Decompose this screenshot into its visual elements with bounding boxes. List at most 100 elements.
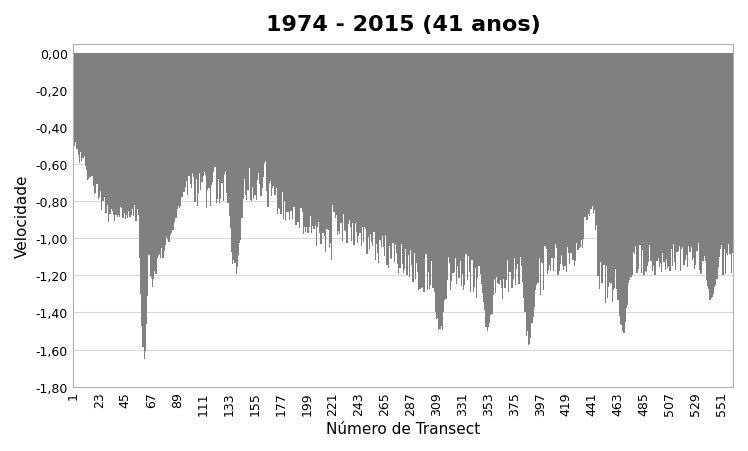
Bar (471, 54, 473, 261)
Bar (129, 54, 131, 218)
Bar (412, 54, 414, 282)
Bar (598, 54, 600, 289)
Bar (606, 54, 607, 267)
Bar (666, 54, 667, 259)
Bar (648, 54, 649, 263)
Bar (281, 54, 283, 193)
Bar (647, 54, 648, 266)
Bar (586, 54, 587, 221)
Bar (284, 54, 285, 202)
Bar (150, 54, 152, 279)
Bar (653, 54, 654, 267)
Bar (545, 54, 547, 249)
Bar (676, 54, 678, 253)
Bar (370, 54, 371, 235)
Bar (384, 54, 385, 257)
Bar (684, 54, 686, 261)
Bar (317, 54, 318, 228)
Bar (257, 54, 258, 180)
Bar (561, 54, 562, 256)
Bar (193, 54, 194, 178)
Bar (502, 54, 503, 299)
Bar (411, 54, 412, 266)
Bar (269, 54, 270, 184)
Bar (323, 54, 324, 234)
Bar (292, 54, 293, 219)
Bar (487, 54, 488, 332)
Bar (145, 54, 146, 351)
Bar (637, 54, 639, 270)
Bar (188, 54, 189, 177)
Bar (537, 54, 539, 284)
Bar (547, 54, 548, 275)
Bar (680, 54, 681, 272)
Bar (127, 54, 129, 218)
Bar (601, 54, 602, 283)
Bar (350, 54, 351, 228)
Bar (612, 54, 613, 302)
Bar (271, 54, 272, 197)
Bar (194, 54, 195, 203)
Bar (184, 54, 185, 193)
Bar (199, 54, 200, 173)
Bar (183, 54, 184, 192)
Bar (348, 54, 349, 225)
Bar (448, 54, 449, 257)
Bar (259, 54, 260, 184)
Bar (692, 54, 693, 261)
Bar (539, 54, 540, 258)
Bar (84, 54, 85, 156)
Bar (181, 54, 183, 197)
Bar (688, 54, 690, 247)
Bar (359, 54, 361, 233)
Bar (338, 54, 340, 232)
Bar (276, 54, 277, 189)
Bar (437, 54, 438, 318)
Bar (649, 54, 651, 245)
Bar (162, 54, 164, 258)
Bar (322, 54, 323, 234)
Bar (675, 54, 676, 271)
Bar (87, 54, 88, 180)
Bar (674, 54, 675, 262)
Bar (625, 54, 626, 322)
Bar (481, 54, 482, 285)
Bar (316, 54, 317, 247)
Bar (349, 54, 350, 221)
Bar (514, 54, 515, 258)
Bar (607, 54, 608, 298)
Bar (73, 54, 74, 141)
Bar (332, 54, 334, 206)
Bar (501, 54, 502, 288)
Bar (279, 54, 280, 209)
Bar (226, 54, 227, 194)
Bar (594, 54, 595, 210)
Bar (530, 54, 531, 338)
Bar (250, 54, 251, 200)
Bar (643, 54, 645, 275)
Bar (509, 54, 510, 273)
Bar (82, 54, 84, 159)
Bar (727, 54, 729, 256)
Bar (541, 54, 542, 262)
Y-axis label: Velocidade: Velocidade (15, 174, 30, 258)
Bar (698, 54, 699, 244)
Bar (477, 54, 479, 278)
Bar (358, 54, 359, 236)
Bar (227, 54, 228, 204)
Bar (154, 54, 156, 271)
Bar (720, 54, 721, 249)
Bar (686, 54, 687, 255)
Bar (346, 54, 348, 243)
Bar (453, 54, 455, 273)
Bar (114, 54, 115, 221)
Bar (414, 54, 416, 279)
Bar (218, 54, 219, 180)
Bar (240, 54, 242, 241)
Bar (178, 54, 179, 206)
Bar (299, 54, 301, 229)
Bar (639, 54, 640, 246)
Bar (696, 54, 698, 252)
Bar (655, 54, 657, 275)
Bar (654, 54, 655, 276)
